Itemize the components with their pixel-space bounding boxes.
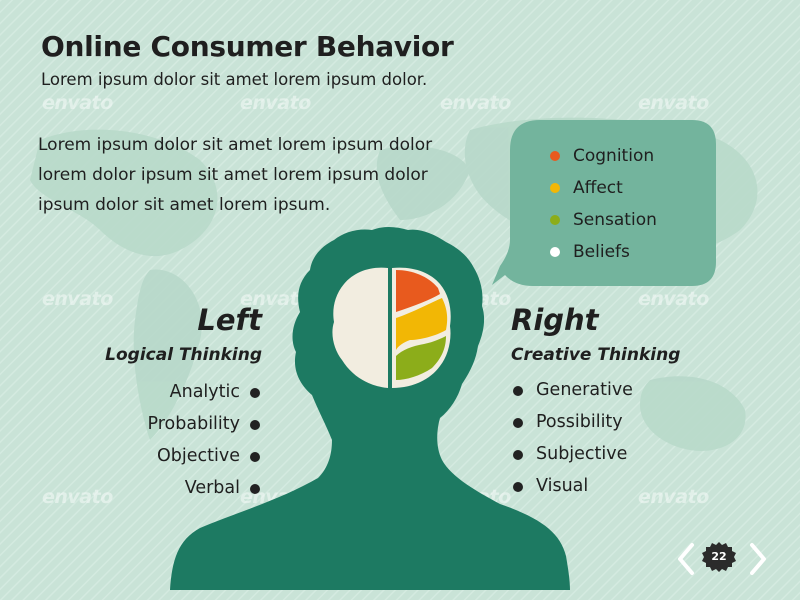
- list-item-label: Subjective: [536, 444, 628, 464]
- page-title: Online Consumer Behavior: [41, 30, 454, 63]
- bullet-dot-icon: [550, 247, 560, 257]
- watermark: envato: [240, 92, 311, 114]
- bullet-dot-icon: [250, 420, 260, 430]
- legend-item-beliefs: Beliefs: [546, 238, 657, 270]
- list-item: Visual: [511, 470, 633, 502]
- legend-label: Affect: [573, 178, 623, 198]
- list-item-label: Analytic: [169, 382, 240, 402]
- page-subtitle: Lorem ipsum dolor sit amet lorem ipsum d…: [41, 70, 428, 89]
- list-item-label: Objective: [157, 446, 240, 466]
- chevron-left-icon[interactable]: [672, 540, 698, 578]
- brain-left-hemisphere: [332, 267, 388, 388]
- legend-label: Cognition: [573, 146, 655, 166]
- list-item: Verbal: [90, 472, 262, 504]
- brain-section-affect: [396, 298, 448, 350]
- body-line: Lorem ipsum dolor sit amet lorem ipsum d…: [38, 135, 433, 155]
- body-line: lorem dolor ipsum sit amet lorem ipsum d…: [38, 165, 428, 185]
- bullet-dot-icon: [250, 452, 260, 462]
- brain-section-sensation: [396, 336, 446, 380]
- silhouette-shape: [170, 227, 570, 590]
- watermark: envato: [638, 288, 709, 310]
- bullet-dot-icon: [513, 482, 523, 492]
- list-item: Probability: [90, 408, 262, 440]
- list-item-label: Generative: [536, 380, 633, 400]
- left-subheading: Logical Thinking: [105, 345, 262, 365]
- watermark: envato: [638, 486, 709, 508]
- brain-section-cognition: [396, 270, 440, 312]
- bullet-dot-icon: [513, 418, 523, 428]
- watermark: envato: [638, 92, 709, 114]
- right-subheading: Creative Thinking: [511, 345, 681, 365]
- legend-label: Sensation: [573, 210, 657, 230]
- legend-label: Beliefs: [573, 242, 630, 262]
- page-number: 22: [711, 550, 727, 563]
- page-number-badge: [702, 542, 736, 572]
- chevron-right-icon[interactable]: [744, 540, 770, 578]
- legend: Cognition Affect Sensation Beliefs: [546, 142, 657, 270]
- list-item-label: Possibility: [536, 412, 623, 432]
- list-item: Subjective: [511, 438, 633, 470]
- legend-item-affect: Affect: [546, 174, 657, 206]
- legend-item-sensation: Sensation: [546, 206, 657, 238]
- bullet-dot-icon: [513, 450, 523, 460]
- list-item: Possibility: [511, 406, 633, 438]
- legend-item-cognition: Cognition: [546, 142, 657, 174]
- right-heading: Right: [511, 303, 599, 337]
- watermark: envato: [440, 92, 511, 114]
- watermark: envato: [42, 486, 113, 508]
- list-item: Objective: [90, 440, 262, 472]
- body-paragraph: Lorem ipsum dolor sit amet lorem ipsum d…: [38, 130, 498, 220]
- left-heading: Left: [197, 303, 262, 337]
- left-list: Analytic Probability Objective Verbal: [90, 376, 262, 504]
- watermark: envato: [42, 288, 113, 310]
- right-list: Generative Possibility Subjective Visual: [511, 374, 633, 502]
- list-item: Analytic: [90, 376, 262, 408]
- body-line: ipsum dolor sit amet lorem ipsum.: [38, 195, 331, 215]
- watermark: envato: [240, 288, 311, 310]
- bullet-dot-icon: [550, 151, 560, 161]
- bullet-dot-icon: [550, 183, 560, 193]
- list-item-label: Probability: [147, 414, 240, 434]
- bullet-dot-icon: [250, 388, 260, 398]
- list-item: Generative: [511, 374, 633, 406]
- bullet-dot-icon: [550, 215, 560, 225]
- list-item-label: Visual: [536, 476, 589, 496]
- bullet-dot-icon: [513, 386, 523, 396]
- bullet-dot-icon: [250, 484, 260, 494]
- list-item-label: Verbal: [184, 478, 240, 498]
- watermark: envato: [42, 92, 113, 114]
